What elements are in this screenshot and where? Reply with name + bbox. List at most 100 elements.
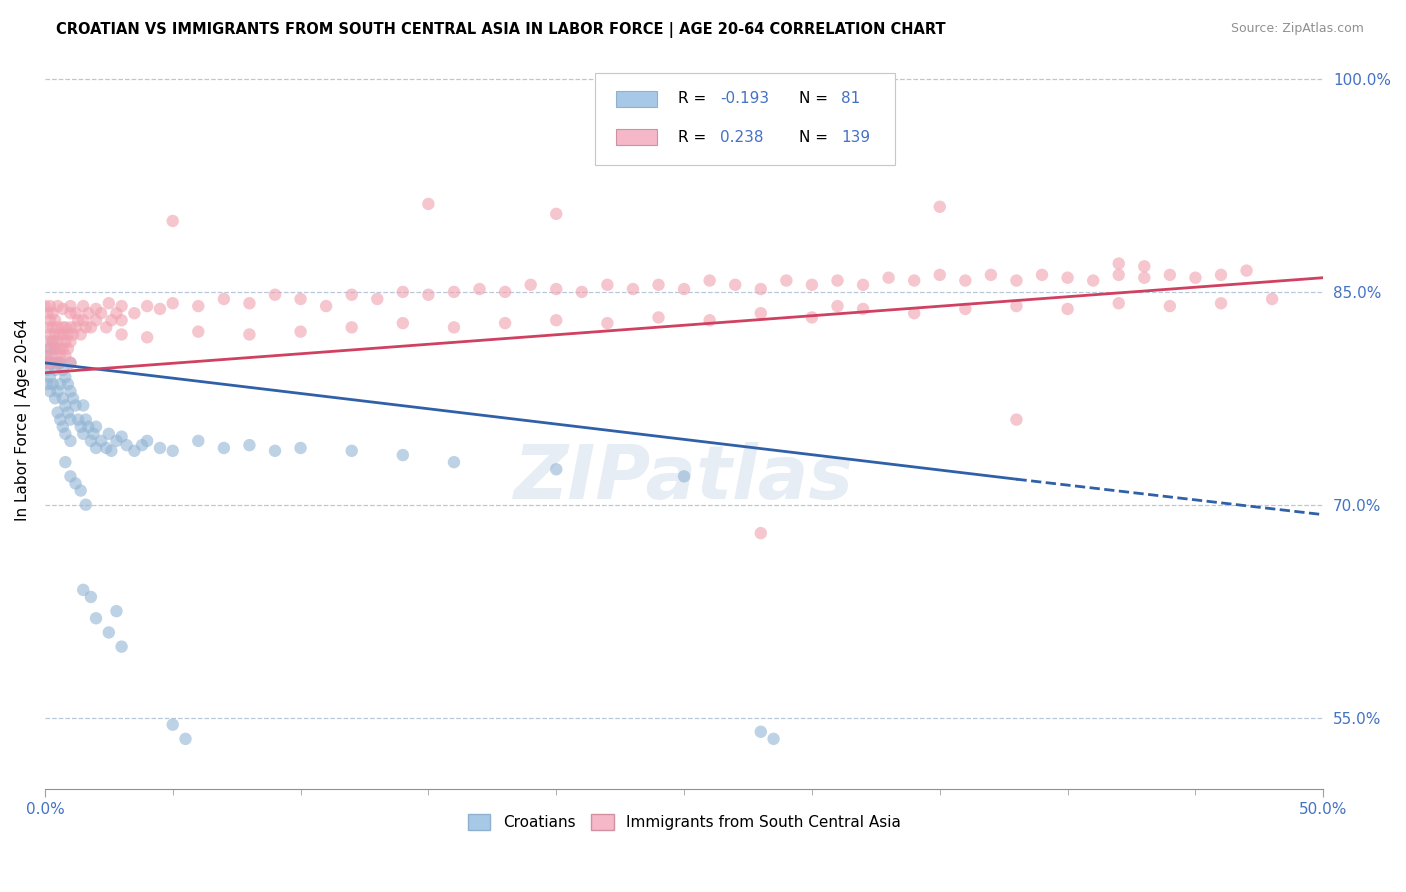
Point <box>46 384 69 399</box>
Point <box>800 277 823 292</box>
Point <box>46 299 69 313</box>
Point <box>46 320 69 334</box>
Point <box>56 327 79 342</box>
Point <box>67 313 90 327</box>
Point <box>49 349 72 363</box>
Point <box>52 363 75 377</box>
Bar <box>616 90 657 107</box>
Point <box>749 526 772 541</box>
Point <box>52 327 75 342</box>
Point <box>1056 270 1078 285</box>
Text: CROATIAN VS IMMIGRANTS FROM SOUTH CENTRAL ASIA IN LABOR FORCE | AGE 20-64 CORREL: CROATIAN VS IMMIGRANTS FROM SOUTH CENTRA… <box>56 22 946 38</box>
Point <box>418 287 440 301</box>
Point <box>41 377 63 392</box>
Point <box>647 277 669 292</box>
Point <box>110 327 132 342</box>
Point <box>37 334 59 349</box>
Point <box>1108 268 1130 282</box>
Point <box>290 325 312 339</box>
Point <box>546 313 568 327</box>
Point <box>1108 256 1130 270</box>
Point <box>100 313 122 327</box>
Point <box>443 320 465 334</box>
Point <box>44 313 66 327</box>
Point <box>75 498 97 512</box>
Point <box>65 320 87 334</box>
Point <box>53 455 76 469</box>
Point <box>41 334 63 349</box>
Point <box>673 469 696 483</box>
Point <box>546 207 568 221</box>
Point <box>69 327 91 342</box>
Point <box>290 292 312 306</box>
Point <box>775 274 797 288</box>
Point <box>59 356 82 370</box>
Point <box>110 640 132 654</box>
Point <box>366 292 388 306</box>
Point <box>699 274 721 288</box>
Point <box>110 299 132 313</box>
Point <box>84 611 107 625</box>
Point <box>59 412 82 426</box>
Point <box>90 306 112 320</box>
Point <box>443 455 465 469</box>
Point <box>44 392 66 406</box>
Point <box>82 426 104 441</box>
Point <box>34 299 56 313</box>
Point <box>264 443 287 458</box>
Point <box>44 327 66 342</box>
Point <box>56 342 79 356</box>
Point <box>49 342 72 356</box>
Point <box>571 285 593 299</box>
Point <box>903 306 925 320</box>
Point <box>124 443 146 458</box>
Point <box>41 306 63 320</box>
Point <box>1159 299 1181 313</box>
Point <box>136 299 159 313</box>
Point <box>827 299 849 313</box>
Point <box>264 287 287 301</box>
Point <box>546 282 568 296</box>
Point <box>800 310 823 325</box>
Point <box>749 724 772 739</box>
Text: N =: N = <box>799 91 832 106</box>
Point <box>955 274 977 288</box>
Point <box>37 349 59 363</box>
Point <box>96 441 118 455</box>
Point <box>162 296 184 310</box>
Point <box>52 320 75 334</box>
Point <box>37 377 59 392</box>
Point <box>1133 270 1156 285</box>
Point <box>59 469 82 483</box>
Point <box>37 306 59 320</box>
Point <box>1184 270 1206 285</box>
Point <box>105 604 128 618</box>
Point <box>162 214 184 228</box>
Point <box>290 441 312 455</box>
Point <box>1236 263 1258 277</box>
Point <box>39 384 62 399</box>
Point <box>39 299 62 313</box>
Point <box>131 438 153 452</box>
Point <box>443 285 465 299</box>
Point <box>136 434 159 448</box>
Point <box>84 313 107 327</box>
Point <box>100 443 122 458</box>
Point <box>59 299 82 313</box>
Point <box>928 200 950 214</box>
Point <box>41 356 63 370</box>
Point <box>149 441 172 455</box>
Point <box>59 334 82 349</box>
Point <box>1261 292 1284 306</box>
Point <box>46 356 69 370</box>
Point <box>519 277 541 292</box>
Point <box>1133 260 1156 274</box>
Point <box>392 316 415 330</box>
Point <box>315 299 337 313</box>
Point <box>39 327 62 342</box>
Point <box>37 320 59 334</box>
Point <box>53 320 76 334</box>
Point <box>418 197 440 211</box>
Text: -0.193: -0.193 <box>720 91 769 106</box>
Point <box>340 443 363 458</box>
